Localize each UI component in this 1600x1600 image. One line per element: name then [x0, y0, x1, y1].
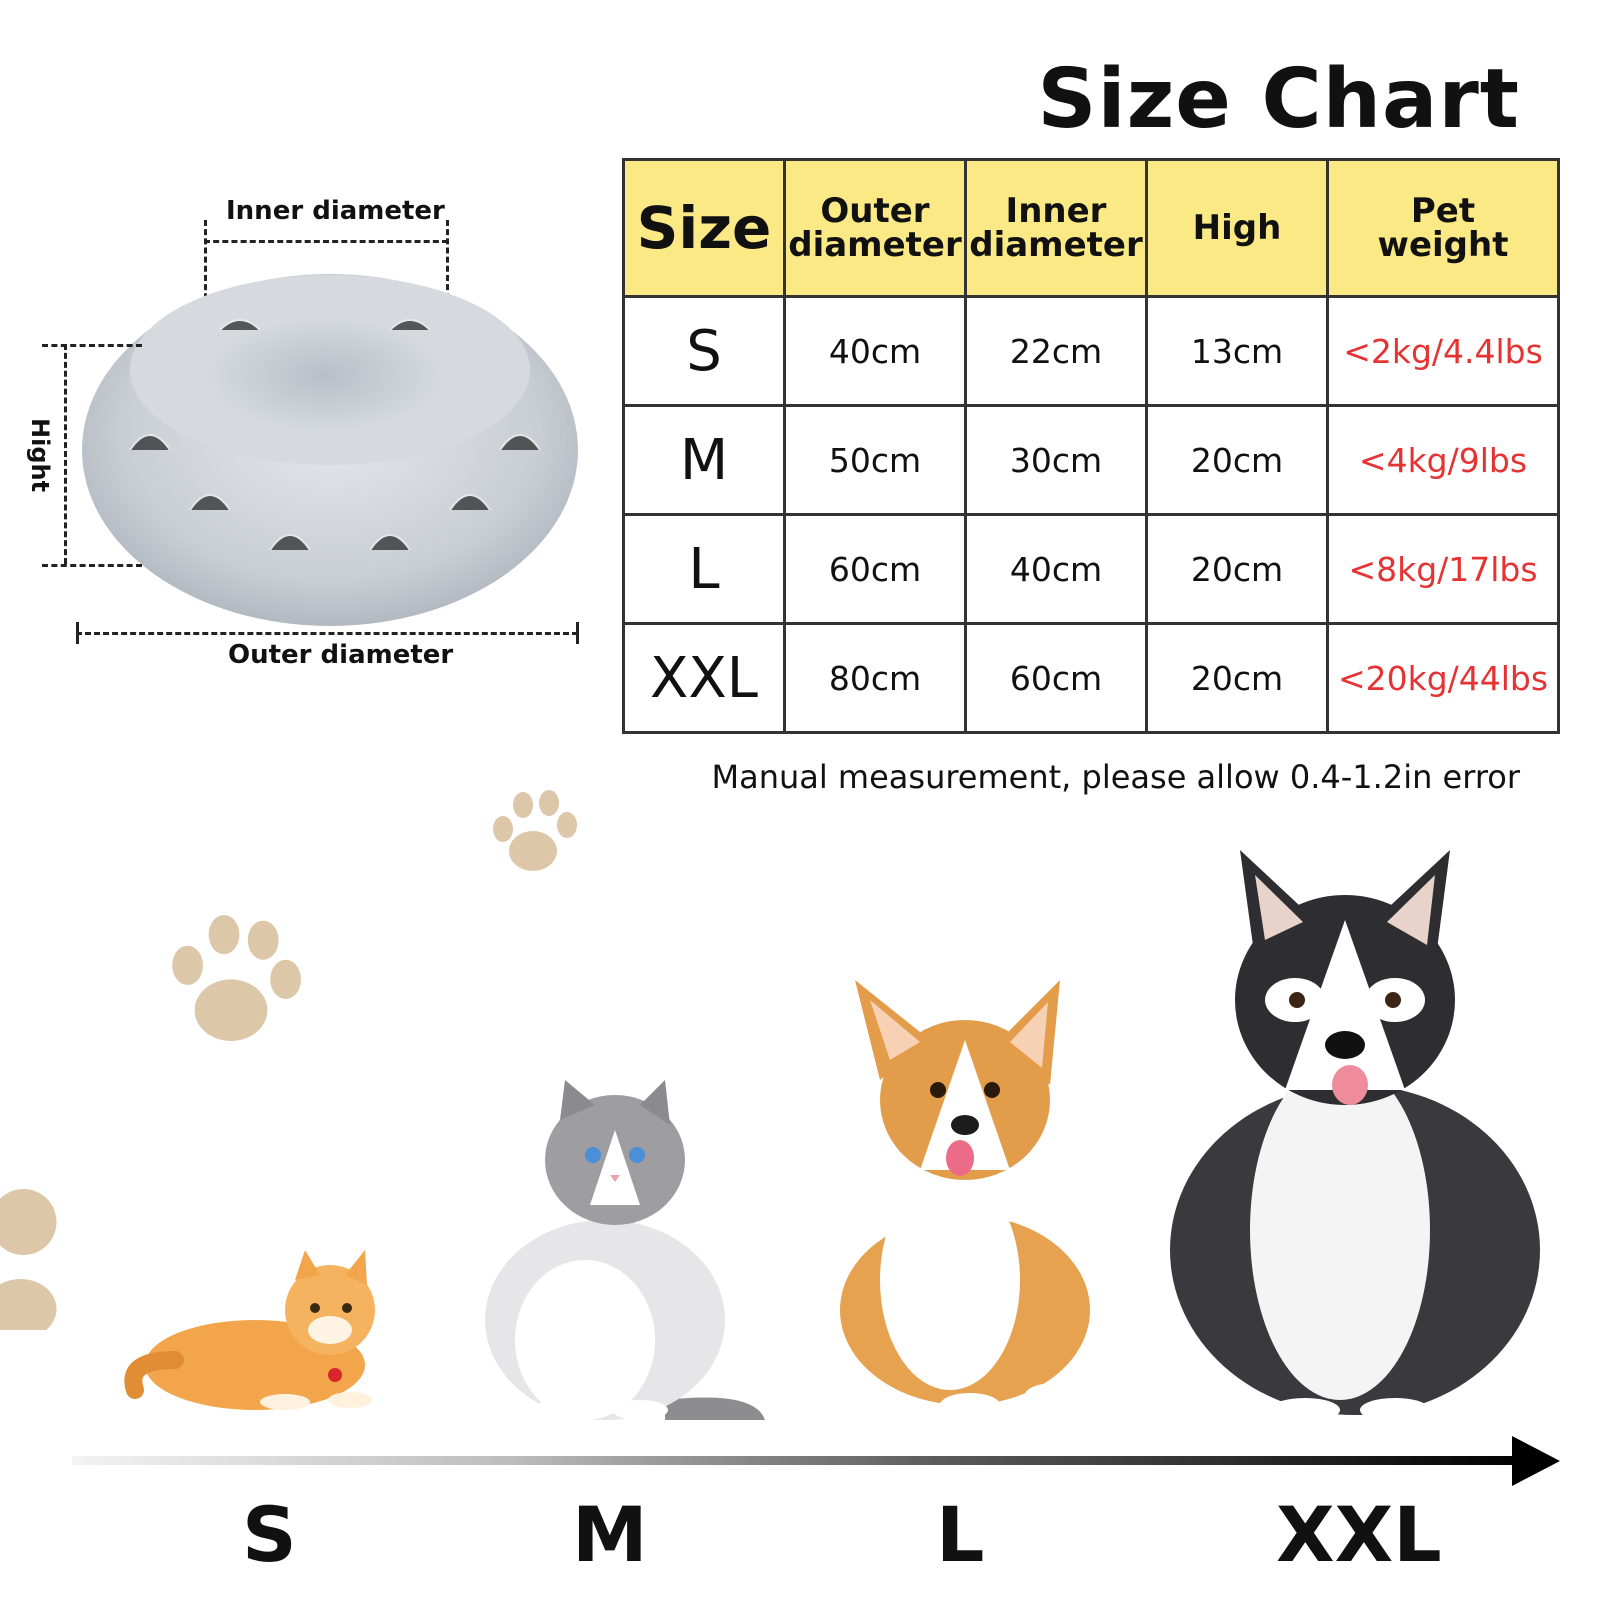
size-table: Size Outer diameter Inner diameter High … — [622, 158, 1560, 734]
high-cell: 13cm — [1145, 295, 1329, 407]
table-row: S 40cm 22cm 13cm <2kg/4.4lbs — [622, 295, 1560, 407]
outer-cell: 60cm — [783, 513, 967, 625]
table-row: M 50cm 30cm 20cm <4kg/9lbs — [622, 404, 1560, 516]
high-cell: 20cm — [1145, 513, 1329, 625]
size-cell: M — [622, 404, 786, 516]
outer-cell: 80cm — [783, 622, 967, 734]
weight-cell: <20kg/44lbs — [1326, 622, 1560, 734]
high-cell: 20cm — [1145, 622, 1329, 734]
height-top-guide — [42, 344, 142, 347]
arrow-right-icon — [1512, 1436, 1560, 1486]
corgi-illustration — [840, 980, 1090, 1417]
header-size: Size — [622, 158, 786, 298]
header-weight-line2: weight — [1377, 225, 1509, 265]
outer-cell: 50cm — [783, 404, 967, 516]
outer-diameter-label: Outer diameter — [228, 640, 454, 670]
inner-diameter-line — [204, 240, 448, 243]
header-inner-diameter: Inner diameter — [964, 158, 1148, 298]
donut-bed-illustration — [82, 274, 578, 626]
bed-cushion — [205, 317, 445, 433]
paw-print-icon — [0, 1189, 57, 1330]
husky-illustration — [1155, 850, 1540, 1420]
size-cell: XXL — [622, 622, 786, 734]
table-row: L 60cm 40cm 20cm <8kg/17lbs — [622, 513, 1560, 625]
header-outer-line2: diameter — [788, 225, 962, 265]
paw-print-icon — [172, 915, 301, 1041]
page-title: Size Chart — [1037, 52, 1520, 147]
outer-diameter-line — [76, 632, 578, 635]
header-inner-line1: Inner — [1005, 191, 1107, 231]
inner-cell: 40cm — [964, 513, 1148, 625]
outer-right-tick — [576, 622, 579, 644]
header-outer-diameter: Outer diameter — [783, 158, 967, 298]
high-cell: 20cm — [1145, 404, 1329, 516]
scale-label-xxl: XXL — [1276, 1490, 1442, 1579]
height-label: Hight — [26, 418, 54, 493]
header-outer-line1: Outer — [820, 191, 930, 231]
size-cell: L — [622, 513, 786, 625]
scale-label-l: L — [936, 1490, 985, 1579]
height-line — [64, 344, 67, 564]
inner-diameter-label: Inner diameter — [226, 196, 445, 226]
weight-cell: <4kg/9lbs — [1326, 404, 1560, 516]
height-bottom-guide — [42, 564, 142, 567]
inner-cell: 22cm — [964, 295, 1148, 407]
table-header-row: Size Outer diameter Inner diameter High … — [622, 158, 1560, 298]
scale-label-s: S — [242, 1490, 297, 1579]
table-row: XXL 80cm 60cm 20cm <20kg/44lbs — [622, 622, 1560, 734]
header-inner-line2: diameter — [969, 225, 1143, 265]
bed-diagram: Inner diameter Hight Out — [0, 180, 600, 700]
header-weight-line1: Pet — [1410, 191, 1476, 231]
size-cell: S — [622, 295, 786, 407]
weight-cell: <2kg/4.4lbs — [1326, 295, 1560, 407]
paw-print-icon — [493, 790, 577, 871]
scale-label-m: M — [572, 1490, 648, 1579]
outer-cell: 40cm — [783, 295, 967, 407]
cat-illustration — [485, 1080, 765, 1420]
header-pet-weight: Pet weight — [1326, 158, 1560, 298]
kitten-illustration — [124, 1250, 375, 1410]
measurement-note: Manual measurement, please allow 0.4-1.2… — [711, 758, 1520, 796]
outer-left-tick — [76, 622, 79, 644]
inner-cell: 60cm — [964, 622, 1148, 734]
inner-cell: 30cm — [964, 404, 1148, 516]
weight-cell: <8kg/17lbs — [1326, 513, 1560, 625]
size-scale-line — [72, 1456, 1522, 1465]
header-high: High — [1145, 158, 1329, 298]
